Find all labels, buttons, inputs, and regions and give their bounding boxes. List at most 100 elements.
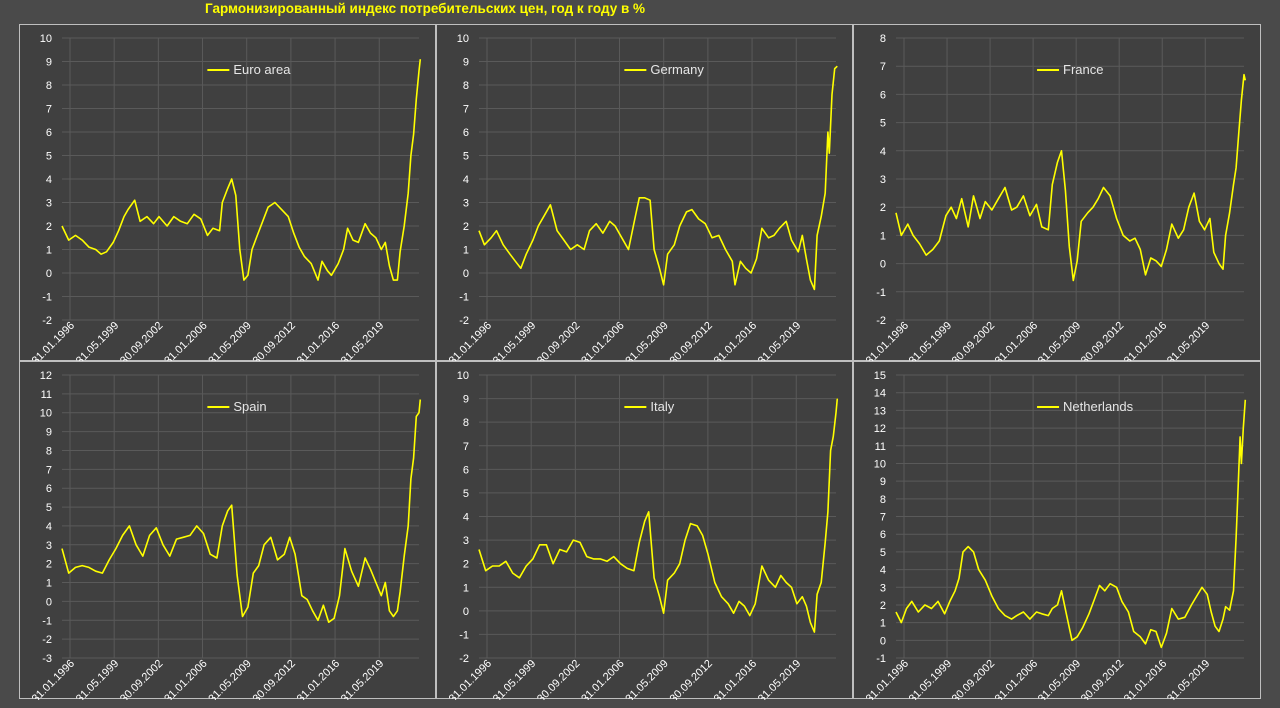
x-tick-label: 30.09.2002 [535,658,582,700]
y-tick-label: 0 [880,259,886,271]
y-tick-label: -1 [459,292,469,304]
x-tick-label: 31.01.1996 [864,320,911,362]
x-tick-label: 31.01.2016 [295,658,342,700]
x-tick-label: 31.05.2009 [623,320,670,362]
y-tick-label: 9 [463,394,469,406]
y-tick-label: 7 [880,512,886,524]
y-tick-label: 10 [457,33,469,45]
y-tick-label: 1 [463,582,469,594]
y-tick-label: 4 [463,174,469,186]
y-tick-label: 2 [880,600,886,612]
x-tick-label: 31.05.2019 [339,320,386,362]
x-tick-label: 30.09.2012 [251,320,298,362]
y-tick-label: 9 [880,476,886,488]
x-tick-label: 31.05.2019 [1165,658,1212,700]
x-tick-label: 31.05.1999 [74,320,121,362]
y-tick-label: -2 [42,634,52,646]
chart-netherlands: -1012345678910111213141531.01.199631.05.… [864,370,1247,700]
x-tick-label: 30.09.2012 [1079,320,1126,362]
y-tick-label: 3 [463,535,469,547]
y-tick-label: 14 [874,388,886,400]
y-tick-label: -1 [42,615,52,627]
chart-france: -2-101234567831.01.199631.05.199930.09.2… [864,33,1247,362]
y-tick-label: 13 [874,405,886,417]
y-tick-label: 2 [880,202,886,214]
y-tick-label: 10 [40,408,52,420]
y-tick-label: 0 [880,635,886,647]
chart-euro-area: -2-101234567891031.01.199631.05.199930.0… [30,33,422,362]
x-tick-label: 31.01.2006 [162,658,209,700]
x-tick-label: 31.05.2009 [1036,658,1083,700]
chart-panel-euro-area: -2 -1 0 1 2 3 4 5 6 7 8 9 10 31.01.1996 31.05.1999 30.0… [19,24,436,362]
x-tick-label: 31.01.1996 [447,658,494,700]
legend-label-netherlands: Netherlands [1063,399,1134,414]
y-tick-label: 8 [46,445,52,457]
y-tick-label: 7 [463,441,469,453]
y-tick-label: 5 [880,118,886,130]
legend-label-italy: Italy [650,399,674,414]
x-tick-label: 31.05.2009 [206,658,253,700]
y-tick-label: -2 [459,315,469,327]
y-tick-label: 8 [463,417,469,429]
y-tick-label: 10 [40,33,52,45]
x-tick-label: 31.01.2016 [295,320,342,362]
y-tick-label: -1 [42,292,52,304]
legend-label-spain: Spain [233,399,266,414]
y-tick-label: 6 [463,127,469,139]
y-tick-label: 2 [463,559,469,571]
y-tick-label: 6 [46,127,52,139]
x-tick-label: 31.01.2006 [993,320,1040,362]
y-tick-label: 15 [874,370,886,382]
y-tick-label: -1 [876,287,886,299]
series-line-netherlands [895,399,1247,649]
x-tick-label: 31.05.1999 [491,320,538,362]
x-tick-label: 30.09.2002 [118,320,165,362]
y-tick-label: 9 [46,57,52,69]
legend-label-euro-area: Euro area [233,62,291,77]
chart-panel-italy: -2 -1 0 1 2 3 4 5 6 7 8 9 10 31.01.1996 31.05.1999 30.0… [436,361,853,700]
y-tick-label: -2 [459,653,469,665]
legend-label-germany: Germany [650,62,704,77]
x-tick-label: 31.01.2006 [579,658,626,700]
x-tick-label: 30.09.2002 [950,320,997,362]
y-tick-label: 2 [46,559,52,571]
y-tick-label: 6 [463,464,469,476]
x-tick-label: 31.05.1999 [491,658,538,700]
x-tick-label: 30.09.2002 [118,658,165,700]
y-tick-label: 0 [46,268,52,280]
page-title: Гармонизированный индекс потребительских… [204,1,645,16]
y-tick-label: 5 [46,502,52,514]
x-tick-label: 30.09.2012 [668,320,715,362]
x-tick-label: 30.09.2002 [535,320,582,362]
y-tick-label: 11 [875,441,886,453]
y-tick-label: 3 [46,198,52,210]
y-tick-label: 2 [463,221,469,233]
x-tick-label: 31.01.1996 [30,320,77,362]
x-tick-label: 31.05.2019 [339,658,386,700]
series-line-france [895,73,1247,282]
x-tick-label: 31.05.2009 [1036,320,1083,362]
y-tick-label: 7 [880,61,886,73]
x-tick-label: 31.01.2016 [712,658,759,700]
y-tick-label: 5 [463,488,469,500]
x-tick-label: 31.05.2009 [623,658,670,700]
y-tick-label: 9 [463,57,469,69]
y-tick-label: 3 [880,582,886,594]
x-tick-label: 31.01.2006 [579,320,626,362]
y-tick-label: 12 [40,370,52,382]
x-tick-label: 31.01.2006 [993,658,1040,700]
y-tick-label: 7 [46,104,52,116]
series-line-euro-area [61,59,422,281]
x-tick-label: 30.09.2012 [668,658,715,700]
y-tick-label: 4 [46,174,52,186]
y-tick-label: 7 [46,464,52,476]
x-tick-label: 30.09.2012 [251,658,298,700]
y-tick-label: 1 [880,230,886,242]
y-tick-label: 8 [880,33,886,45]
y-tick-label: 12 [874,423,886,435]
y-tick-label: 8 [463,80,469,92]
chart-spain: -3-2-1012345678910111231.01.199631.05.19… [30,370,422,700]
legend-label-france: France [1063,62,1103,77]
x-tick-label: 31.01.1996 [864,658,911,700]
x-tick-label: 31.01.1996 [30,658,77,700]
